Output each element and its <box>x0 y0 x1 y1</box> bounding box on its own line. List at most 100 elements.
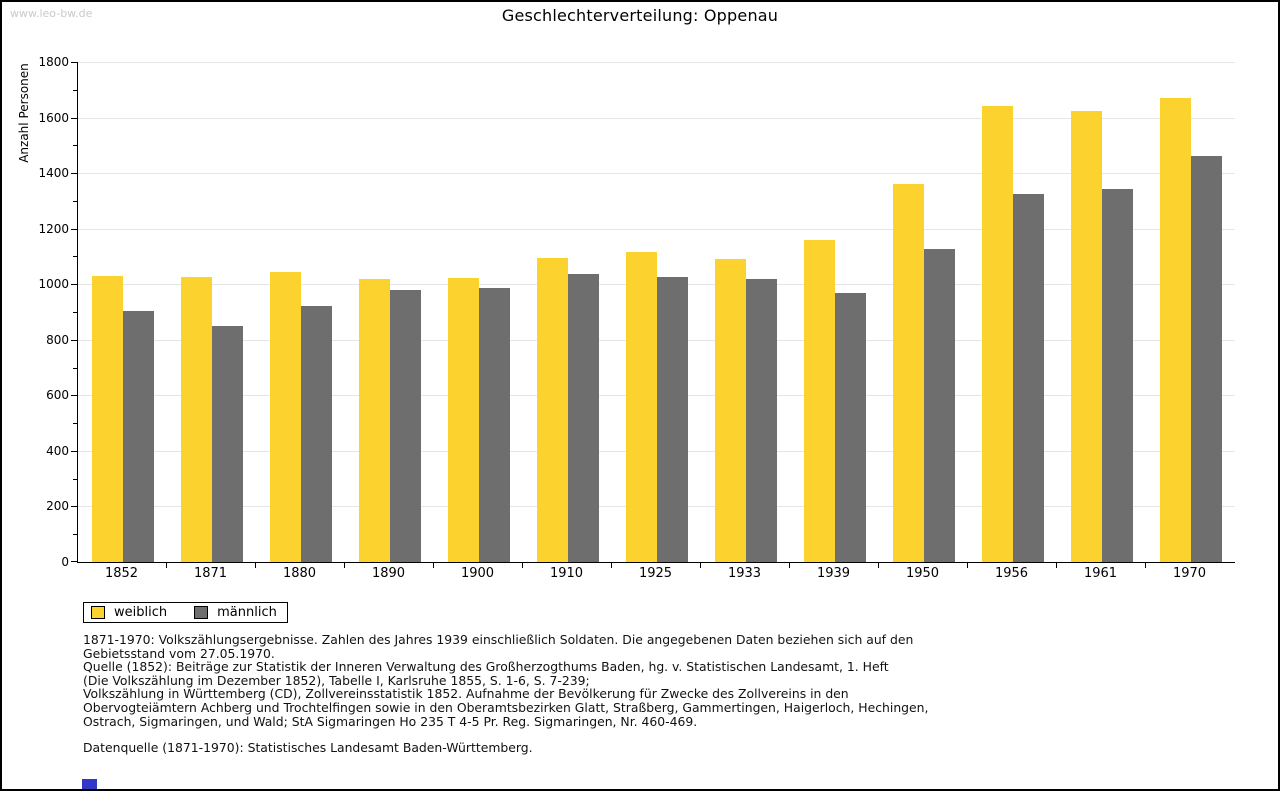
y-minor-tick <box>73 145 77 147</box>
source-line: Volkszählung in Württemberg (CD), Zollve… <box>83 686 849 702</box>
bar-group-1970 <box>1146 62 1235 562</box>
source-text: 1871-1970: Volkszählungsergebnisse. Zahl… <box>83 633 928 755</box>
y-major-tick <box>71 228 77 230</box>
bar-weiblich-1852 <box>91 276 123 562</box>
legend-swatch-maennlich <box>194 606 209 619</box>
y-major-tick <box>71 395 77 397</box>
legend-label-maennlich: männlich <box>217 605 277 620</box>
y-major-tick <box>71 561 77 562</box>
legend-item-weiblich: weiblich <box>91 605 167 620</box>
y-tick-label-200: 200 <box>46 499 69 514</box>
bar-weiblich-1871 <box>180 277 212 562</box>
bar-weiblich-1933 <box>714 259 746 562</box>
x-tick-label-1910: 1910 <box>549 566 584 581</box>
x-tick-label-1890: 1890 <box>371 566 406 581</box>
x-boundary-tick <box>344 563 345 568</box>
source-line: (Die Volkszählung im Dezember 1852), Tab… <box>83 672 590 688</box>
y-minor-tick <box>73 478 77 480</box>
x-boundary-tick <box>789 563 790 568</box>
bottom-left-blue-marker <box>82 779 97 789</box>
x-tick-label-1871: 1871 <box>193 566 228 581</box>
y-tick-label-800: 800 <box>46 332 69 347</box>
source-line: Ostrach, Sigmaringen, und Wald; StA Sigm… <box>83 713 698 729</box>
bar-männlich-1950 <box>923 249 955 562</box>
bar-group-1871 <box>167 62 256 562</box>
bar-männlich-1900 <box>478 288 510 562</box>
bar-männlich-1852 <box>122 311 154 562</box>
y-tick-label-600: 600 <box>46 388 69 403</box>
y-minor-tick <box>73 89 77 91</box>
y-major-tick <box>71 450 77 452</box>
bar-männlich-1970 <box>1190 156 1222 562</box>
bar-weiblich-1880 <box>269 272 301 562</box>
y-tick-label-400: 400 <box>46 443 69 458</box>
y-major-tick <box>71 62 77 63</box>
source-line: Quelle (1852): Beiträge zur Statistik de… <box>83 659 889 675</box>
bar-männlich-1961 <box>1101 189 1133 562</box>
bar-weiblich-1961 <box>1070 111 1102 562</box>
y-minor-tick <box>73 367 77 369</box>
bar-weiblich-1890 <box>358 279 390 562</box>
gridline-1800 <box>78 62 1235 63</box>
bar-männlich-1890 <box>389 290 421 562</box>
x-tick-label-1961: 1961 <box>1083 566 1118 581</box>
y-major-tick <box>71 173 77 175</box>
bar-weiblich-1925 <box>625 252 657 562</box>
x-tick-label-1925: 1925 <box>638 566 673 581</box>
chart-title: Geschlechterverteilung: Oppenau <box>501 6 779 25</box>
y-tick-label-1000: 1000 <box>38 277 69 292</box>
bar-weiblich-1939 <box>803 240 835 562</box>
x-boundary-tick <box>433 563 434 568</box>
bar-weiblich-1956 <box>981 106 1013 562</box>
y-major-tick <box>71 506 77 508</box>
x-boundary-tick <box>522 563 523 568</box>
bar-group-1956 <box>968 62 1057 562</box>
x-boundary-tick <box>166 563 167 568</box>
legend-swatch-weiblich <box>91 606 105 619</box>
y-major-tick <box>71 339 77 341</box>
bar-group-1950 <box>879 62 968 562</box>
bar-group-1910 <box>523 62 612 562</box>
y-minor-tick <box>73 312 77 313</box>
bar-männlich-1925 <box>656 277 688 562</box>
x-boundary-tick <box>967 563 968 568</box>
bar-group-1925 <box>612 62 701 562</box>
x-boundary-tick <box>255 563 256 568</box>
x-tick-label-1933: 1933 <box>727 566 762 581</box>
bar-männlich-1933 <box>745 279 777 562</box>
gridline-1600 <box>78 117 1235 119</box>
bar-weiblich-1910 <box>536 258 568 562</box>
bar-weiblich-1900 <box>447 278 479 562</box>
bar-group-1939 <box>790 62 879 562</box>
bar-männlich-1910 <box>567 274 599 562</box>
y-tick-label-1400: 1400 <box>38 166 69 181</box>
legend-label-weiblich: weiblich <box>114 605 168 620</box>
bar-group-1890 <box>345 62 434 562</box>
x-tick-label-1900: 1900 <box>460 566 495 581</box>
y-major-tick <box>71 284 77 286</box>
x-axis-labels: 1852 1871 1880 1890 1900 1910 1925 1933 1939 1950… <box>77 566 1234 581</box>
bar-group-1852 <box>78 62 167 562</box>
bar-männlich-1880 <box>300 306 332 562</box>
bars-container <box>78 62 1235 562</box>
x-tick-label-1970: 1970 <box>1172 566 1207 581</box>
bar-weiblich-1970 <box>1159 98 1191 562</box>
x-tick-label-1880: 1880 <box>282 566 317 581</box>
y-tick-label-1600: 1600 <box>38 110 69 125</box>
y-minor-tick <box>73 423 77 425</box>
watermark: www.leo-bw.de <box>10 7 93 20</box>
bar-group-1900 <box>434 62 523 562</box>
bar-männlich-1871 <box>211 326 243 562</box>
gridline-1400 <box>78 173 1235 175</box>
datenquelle-line: Datenquelle (1871-1970): Statistisches L… <box>83 740 533 756</box>
gridline-1200 <box>78 228 1235 230</box>
y-minor-tick <box>73 200 77 202</box>
x-boundary-tick <box>878 563 879 568</box>
y-minor-tick <box>73 256 77 258</box>
bar-weiblich-1950 <box>892 184 924 562</box>
x-boundary-tick <box>1056 563 1057 568</box>
source-line: Obervogteiämtern Achberg und Trochtelfin… <box>83 699 929 715</box>
source-line: Gebietsstand vom 27.05.1970. <box>83 645 275 661</box>
legend: weiblich männlich <box>83 602 288 623</box>
